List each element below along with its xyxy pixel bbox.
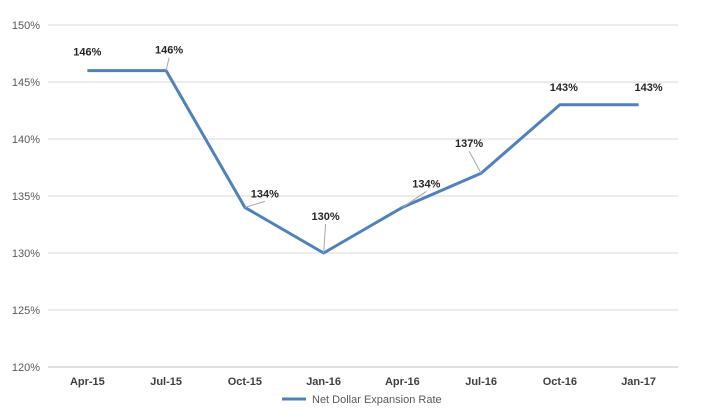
data-label: 134% — [251, 188, 279, 200]
data-label: 143% — [550, 82, 578, 94]
data-label: 146% — [73, 47, 101, 59]
y-tick-label: 145% — [12, 77, 40, 89]
gridlines — [48, 24, 678, 311]
leader-line — [468, 150, 482, 174]
series-group — [87, 69, 639, 255]
y-tick-label: 150% — [12, 20, 40, 32]
leader-line — [323, 223, 327, 254]
y-tick-label: 135% — [12, 191, 40, 203]
x-tick-label: Jan-17 — [621, 376, 656, 388]
x-tick-label: Jul-15 — [150, 376, 182, 388]
x-tick-label: Oct-16 — [543, 376, 577, 388]
y-tick-label: 130% — [12, 248, 40, 260]
x-axis-tick-labels: Apr-15 Jul-15 Oct-15 Jan-16 Apr-16 Jul-16 Oct-… — [70, 376, 656, 388]
data-label: 146% — [155, 45, 183, 57]
y-tick-label: 140% — [12, 134, 40, 146]
y-axis-tick-labels: 120% 125% 130% 135% 140% 145% 150% — [12, 20, 40, 374]
x-tick-label: Jul-16 — [465, 376, 497, 388]
y-tick-label: 125% — [12, 305, 40, 317]
data-labels: 146% 146% 134% 130% 134% 137% 143% 143% — [73, 45, 663, 223]
y-tick-label: 120% — [12, 362, 40, 374]
series-line[interactable] — [87, 69, 639, 255]
x-tick-label: Apr-16 — [385, 376, 420, 388]
leader-line — [402, 190, 427, 208]
leader-line — [244, 200, 266, 208]
data-label: 130% — [312, 211, 340, 223]
x-tick-label: Jan-16 — [306, 376, 341, 388]
x-tick-label: Apr-15 — [70, 376, 105, 388]
data-label-leader-lines — [165, 57, 482, 254]
x-tick-label: Oct-15 — [228, 376, 262, 388]
legend[interactable]: Net Dollar Expansion Rate — [282, 394, 442, 406]
legend-label: Net Dollar Expansion Rate — [312, 394, 442, 406]
data-label: 134% — [412, 178, 440, 190]
data-label: 137% — [455, 138, 483, 150]
data-label: 143% — [635, 82, 663, 94]
leader-line — [165, 57, 170, 71]
